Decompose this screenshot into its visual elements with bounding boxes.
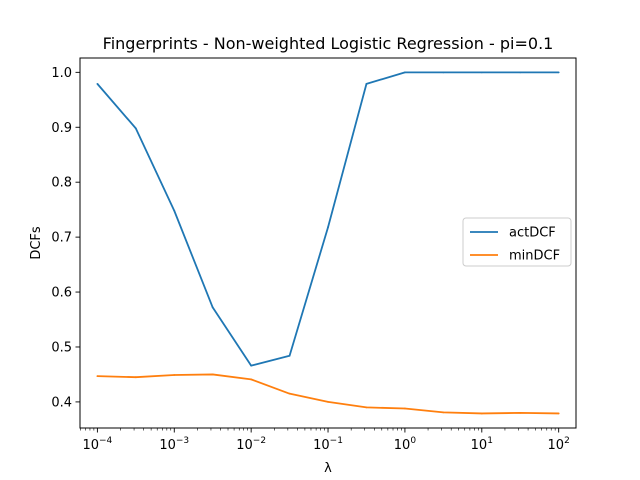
x-tick-label: 10−2 (236, 436, 266, 453)
data-point-actDCF (288, 354, 291, 357)
data-point-minDCF (211, 373, 214, 376)
legend-label-actDCF: actDCF (509, 226, 556, 241)
data-point-actDCF (519, 71, 522, 74)
data-point-actDCF (480, 71, 483, 74)
x-tick-label: 10−3 (159, 436, 189, 453)
x-tick-label: 101 (471, 436, 493, 453)
data-point-minDCF (442, 411, 445, 414)
data-point-minDCF (404, 407, 406, 410)
data-point-minDCF (288, 392, 291, 395)
data-point-actDCF (173, 209, 176, 212)
plot-area (96, 71, 560, 415)
y-tick-label: 0.6 (51, 286, 72, 301)
x-axis: 10−4 10−3 10−2 10−1 100 101 102 (80, 428, 570, 453)
data-point-actDCF (442, 71, 445, 74)
data-point-minDCF (365, 406, 368, 409)
y-tick-label: 0.8 (51, 176, 72, 191)
data-point-minDCF (557, 412, 560, 415)
data-point-actDCF (96, 82, 99, 85)
x-axis-label: λ (324, 461, 332, 476)
x-tick-label: 10−4 (82, 436, 112, 453)
legend: actDCF minDCF (462, 217, 572, 267)
data-point-minDCF (519, 411, 522, 414)
chart-title: Fingerprints - Non-weighted Logistic Reg… (103, 34, 554, 53)
x-tick-label: 100 (394, 436, 417, 453)
data-point-actDCF (365, 82, 368, 85)
y-axis: 0.4 0.5 0.6 0.7 0.8 0.9 1.0 (51, 66, 80, 410)
y-tick-label: 0.9 (51, 121, 72, 136)
y-tick-label: 0.4 (51, 395, 72, 410)
data-point-minDCF (96, 375, 99, 377)
y-tick-label: 0.5 (51, 340, 72, 355)
x-tick-label: 10−1 (313, 436, 343, 453)
series-line-minDCF (97, 373, 559, 415)
y-tick-label: 1.0 (51, 66, 72, 81)
legend-box (462, 217, 572, 267)
y-axis-label: DCFs (29, 226, 44, 260)
data-point-minDCF (134, 376, 137, 379)
data-point-actDCF (134, 127, 137, 130)
y-tick-label: 0.7 (51, 231, 72, 246)
data-point-minDCF (173, 374, 176, 376)
data-point-minDCF (327, 401, 329, 403)
data-point-actDCF (250, 364, 253, 367)
x-tick-label: 102 (548, 436, 570, 453)
data-point-minDCF (480, 412, 483, 415)
data-point-actDCF (404, 71, 406, 74)
data-point-actDCF (327, 226, 329, 229)
legend-label-minDCF: minDCF (509, 249, 560, 264)
data-point-minDCF (250, 378, 253, 381)
data-point-actDCF (557, 71, 560, 74)
data-point-actDCF (211, 306, 214, 309)
